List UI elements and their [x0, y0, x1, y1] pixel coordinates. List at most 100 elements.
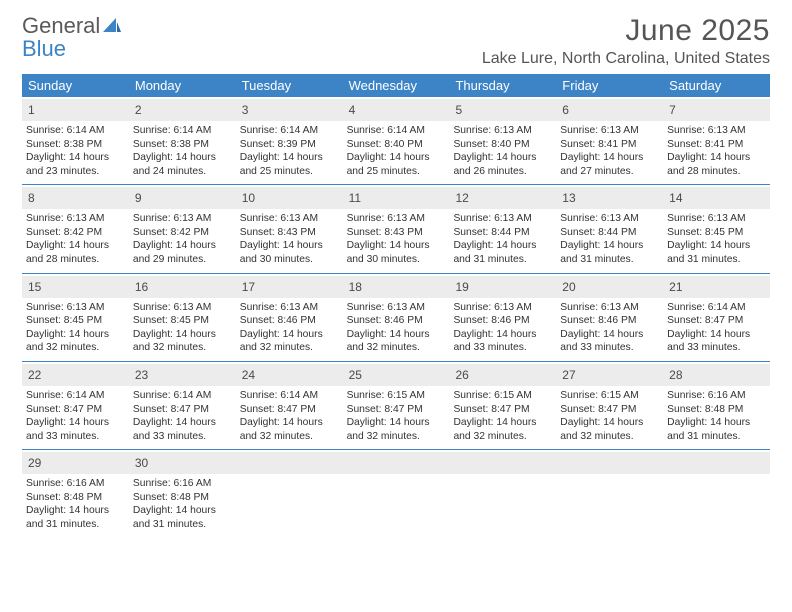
- day-body: Sunrise: 6:13 AMSunset: 8:40 PMDaylight:…: [453, 124, 552, 178]
- sunrise-line: Sunrise: 6:13 AM: [133, 301, 232, 315]
- daylight-line: Daylight: 14 hours and 32 minutes.: [347, 416, 446, 443]
- sunrise-line: Sunrise: 6:16 AM: [26, 477, 125, 491]
- sunset-line: Sunset: 8:38 PM: [26, 138, 125, 152]
- sunrise-line: Sunrise: 6:13 AM: [26, 301, 125, 315]
- day-number-row: 27: [556, 364, 663, 386]
- day-body: Sunrise: 6:13 AMSunset: 8:46 PMDaylight:…: [347, 301, 446, 355]
- day-number: [669, 456, 672, 470]
- day-number-row: 20: [556, 276, 663, 298]
- day-number-row: 25: [343, 364, 450, 386]
- day-number-row: 21: [663, 276, 770, 298]
- daylight-line: Daylight: 14 hours and 31 minutes.: [560, 239, 659, 266]
- sunset-line: Sunset: 8:47 PM: [347, 403, 446, 417]
- sunset-line: Sunset: 8:41 PM: [560, 138, 659, 152]
- sunrise-line: Sunrise: 6:13 AM: [560, 124, 659, 138]
- day-body: Sunrise: 6:14 AMSunset: 8:47 PMDaylight:…: [133, 389, 232, 443]
- day-body: Sunrise: 6:13 AMSunset: 8:45 PMDaylight:…: [667, 212, 766, 266]
- sunset-line: Sunset: 8:44 PM: [560, 226, 659, 240]
- day-cell: 7Sunrise: 6:13 AMSunset: 8:41 PMDaylight…: [663, 97, 770, 184]
- title-block: June 2025 Lake Lure, North Carolina, Uni…: [482, 14, 770, 68]
- day-body: Sunrise: 6:13 AMSunset: 8:43 PMDaylight:…: [347, 212, 446, 266]
- day-number: 14: [669, 191, 682, 205]
- day-number-row: 1: [22, 99, 129, 121]
- daylight-line: Daylight: 14 hours and 24 minutes.: [133, 151, 232, 178]
- sail-icon: [102, 17, 122, 33]
- day-cell: [663, 450, 770, 537]
- daylight-line: Daylight: 14 hours and 25 minutes.: [240, 151, 339, 178]
- sunset-line: Sunset: 8:39 PM: [240, 138, 339, 152]
- sunset-line: Sunset: 8:46 PM: [453, 314, 552, 328]
- sunrise-line: Sunrise: 6:13 AM: [347, 301, 446, 315]
- day-cell: 1Sunrise: 6:14 AMSunset: 8:38 PMDaylight…: [22, 97, 129, 184]
- day-number-row: [343, 452, 450, 474]
- calendar: SundayMondayTuesdayWednesdayThursdayFrid…: [22, 74, 770, 538]
- day-number-row: 4: [343, 99, 450, 121]
- day-cell: 23Sunrise: 6:14 AMSunset: 8:47 PMDayligh…: [129, 362, 236, 449]
- day-number-row: 13: [556, 187, 663, 209]
- day-number-row: 10: [236, 187, 343, 209]
- day-cell: 2Sunrise: 6:14 AMSunset: 8:38 PMDaylight…: [129, 97, 236, 184]
- day-number: 18: [349, 280, 362, 294]
- sunset-line: Sunset: 8:43 PM: [347, 226, 446, 240]
- sunset-line: Sunset: 8:42 PM: [133, 226, 232, 240]
- sunrise-line: Sunrise: 6:13 AM: [560, 212, 659, 226]
- day-number-row: 15: [22, 276, 129, 298]
- week-row: 29Sunrise: 6:16 AMSunset: 8:48 PMDayligh…: [22, 449, 770, 537]
- weekday-header: Wednesday: [343, 74, 450, 97]
- sunrise-line: Sunrise: 6:13 AM: [26, 212, 125, 226]
- day-number-row: 18: [343, 276, 450, 298]
- sunset-line: Sunset: 8:47 PM: [26, 403, 125, 417]
- day-number-row: 28: [663, 364, 770, 386]
- day-number-row: 8: [22, 187, 129, 209]
- day-number: 17: [242, 280, 255, 294]
- day-cell: 25 Sunrise: 6:15 AMSunset: 8:47 PMDayligh…: [343, 362, 450, 449]
- sunrise-line: Sunrise: 6:13 AM: [453, 301, 552, 315]
- day-cell: 16Sunrise: 6:13 AMSunset: 8:45 PMDayligh…: [129, 274, 236, 361]
- day-body: Sunrise: 6:13 AMSunset: 8:43 PMDaylight:…: [240, 212, 339, 266]
- sunrise-line: Sunrise: 6:14 AM: [26, 389, 125, 403]
- day-number: 16: [135, 280, 148, 294]
- day-body: Sunrise: 6:16 AMSunset: 8:48 PMDaylight:…: [26, 477, 125, 531]
- sunrise-line: Sunrise: 6:14 AM: [240, 389, 339, 403]
- day-body: Sunrise: 6:16 AMSunset: 8:48 PMDaylight:…: [133, 477, 232, 531]
- sunrise-line: Sunrise: 6:14 AM: [133, 124, 232, 138]
- sunset-line: Sunset: 8:47 PM: [453, 403, 552, 417]
- day-cell: 10 Sunrise: 6:13 AMSunset: 8:43 PMDayligh…: [236, 185, 343, 272]
- page: General Blue June 2025 Lake Lure, North …: [0, 0, 792, 548]
- sunset-line: Sunset: 8:44 PM: [453, 226, 552, 240]
- day-number: [455, 456, 458, 470]
- daylight-line: Daylight: 14 hours and 26 minutes.: [453, 151, 552, 178]
- day-number: 24: [242, 368, 255, 382]
- day-body: Sunrise: 6:14 AMSunset: 8:47 PMDaylight:…: [667, 301, 766, 355]
- day-number-row: 5: [449, 99, 556, 121]
- day-cell: 18 Sunrise: 6:13 AMSunset: 8:46 PMDayligh…: [343, 274, 450, 361]
- day-number: 6: [562, 103, 569, 117]
- sunset-line: Sunset: 8:47 PM: [560, 403, 659, 417]
- weekday-header: Sunday: [22, 74, 129, 97]
- daylight-line: Daylight: 14 hours and 27 minutes.: [560, 151, 659, 178]
- sunrise-line: Sunrise: 6:16 AM: [667, 389, 766, 403]
- day-number: 3: [242, 103, 249, 117]
- day-cell: 12Sunrise: 6:13 AMSunset: 8:44 PMDayligh…: [449, 185, 556, 272]
- sunset-line: Sunset: 8:40 PM: [453, 138, 552, 152]
- sunrise-line: Sunrise: 6:14 AM: [26, 124, 125, 138]
- sunset-line: Sunset: 8:41 PM: [667, 138, 766, 152]
- daylight-line: Daylight: 14 hours and 33 minutes.: [667, 328, 766, 355]
- day-number: 10: [242, 191, 255, 205]
- location-text: Lake Lure, North Carolina, United States: [482, 50, 770, 68]
- brand-word-1: General: [22, 13, 100, 38]
- day-number: 19: [455, 280, 468, 294]
- day-number: 9: [135, 191, 142, 205]
- sunrise-line: Sunrise: 6:13 AM: [133, 212, 232, 226]
- day-number: 22: [28, 368, 41, 382]
- day-cell: 22Sunrise: 6:14 AMSunset: 8:47 PMDayligh…: [22, 362, 129, 449]
- weekday-header: Tuesday: [236, 74, 343, 97]
- sunrise-line: Sunrise: 6:13 AM: [347, 212, 446, 226]
- day-body: Sunrise: 6:15 AMSunset: 8:47 PMDaylight:…: [347, 389, 446, 443]
- day-cell: 19Sunrise: 6:13 AMSunset: 8:46 PMDayligh…: [449, 274, 556, 361]
- day-cell: 17Sunrise: 6:13 AMSunset: 8:46 PMDayligh…: [236, 274, 343, 361]
- day-cell: 9Sunrise: 6:13 AMSunset: 8:42 PMDaylight…: [129, 185, 236, 272]
- sunrise-line: Sunrise: 6:15 AM: [347, 389, 446, 403]
- weekday-header: Friday: [556, 74, 663, 97]
- day-cell: 5 Sunrise: 6:13 AMSunset: 8:40 PMDaylight…: [449, 97, 556, 184]
